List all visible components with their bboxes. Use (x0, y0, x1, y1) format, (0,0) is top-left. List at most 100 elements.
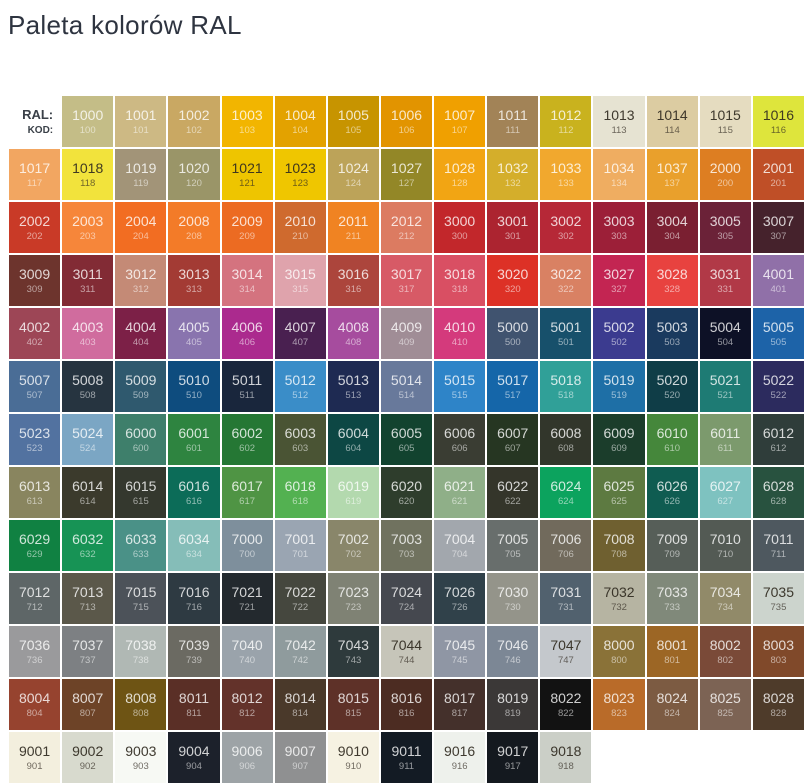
ral-swatch-3003[interactable]: 3003 303 (593, 202, 645, 253)
ral-swatch-7039[interactable]: 7039 739 (168, 626, 220, 677)
ral-swatch-5020[interactable]: 5020 520 (646, 361, 698, 412)
ral-swatch-1021[interactable]: 1021 121 (221, 149, 273, 200)
ral-swatch-6004[interactable]: 6004 604 (327, 414, 379, 465)
ral-swatch-4007[interactable]: 4007 407 (274, 308, 326, 359)
ral-swatch-6002[interactable]: 6002 602 (221, 414, 273, 465)
ral-swatch-1015[interactable]: 1015 115 (699, 96, 751, 147)
ral-swatch-5012[interactable]: 5012 512 (274, 361, 326, 412)
ral-swatch-6018[interactable]: 6018 618 (274, 467, 326, 518)
ral-swatch-6003[interactable]: 6003 603 (274, 414, 326, 465)
ral-swatch-5005[interactable]: 5005 505 (752, 308, 804, 359)
ral-swatch-2000[interactable]: 2000 200 (699, 149, 751, 200)
ral-swatch-7024[interactable]: 7024 724 (380, 573, 433, 624)
ral-swatch-8001[interactable]: 8001 801 (646, 626, 698, 677)
ral-swatch-7046[interactable]: 7046 746 (487, 626, 539, 677)
ral-swatch-8007[interactable]: 8007 807 (62, 679, 114, 730)
ral-swatch-1016[interactable]: 1016 116 (752, 96, 804, 147)
ral-swatch-8019[interactable]: 8019 819 (487, 679, 539, 730)
ral-swatch-8008[interactable]: 8008 808 (115, 679, 167, 730)
ral-swatch-3027[interactable]: 3027 327 (593, 255, 645, 306)
ral-swatch-7023[interactable]: 7023 723 (327, 573, 379, 624)
ral-swatch-6010[interactable]: 6010 610 (646, 414, 698, 465)
ral-swatch-4009[interactable]: 4009 409 (380, 308, 433, 359)
ral-swatch-5003[interactable]: 5003 503 (646, 308, 698, 359)
ral-swatch-1023[interactable]: 1023 123 (274, 149, 326, 200)
ral-swatch-8024[interactable]: 8024 824 (646, 679, 698, 730)
ral-swatch-8004[interactable]: 8004 804 (9, 679, 61, 730)
ral-swatch-3009[interactable]: 3009 309 (9, 255, 61, 306)
ral-swatch-4004[interactable]: 4004 404 (115, 308, 167, 359)
ral-swatch-1005[interactable]: 1005 105 (327, 96, 379, 147)
ral-swatch-6017[interactable]: 6017 617 (221, 467, 273, 518)
ral-swatch-6014[interactable]: 6014 614 (62, 467, 114, 518)
ral-swatch-3007[interactable]: 3007 307 (752, 202, 804, 253)
ral-swatch-2004[interactable]: 2004 204 (115, 202, 167, 253)
ral-swatch-8017[interactable]: 8017 817 (434, 679, 486, 730)
ral-swatch-1017[interactable]: 1017 117 (9, 149, 61, 200)
ral-swatch-9003[interactable]: 9003 903 (115, 732, 167, 783)
ral-swatch-7026[interactable]: 7026 726 (434, 573, 486, 624)
ral-swatch-1012[interactable]: 1012 112 (540, 96, 592, 147)
ral-swatch-3011[interactable]: 3011 311 (62, 255, 114, 306)
ral-swatch-6019[interactable]: 6019 619 (327, 467, 379, 518)
ral-swatch-7004[interactable]: 7004 704 (434, 520, 486, 571)
ral-swatch-7035[interactable]: 7035 735 (752, 573, 804, 624)
ral-swatch-7010[interactable]: 7010 710 (699, 520, 751, 571)
ral-swatch-3017[interactable]: 3017 317 (380, 255, 433, 306)
ral-swatch-3020[interactable]: 3020 320 (487, 255, 539, 306)
ral-swatch-6033[interactable]: 6033 633 (115, 520, 167, 571)
ral-swatch-1000[interactable]: 1000 100 (62, 96, 114, 147)
ral-swatch-5008[interactable]: 5008 508 (62, 361, 114, 412)
ral-swatch-3001[interactable]: 3001 301 (487, 202, 539, 253)
ral-swatch-5014[interactable]: 5014 514 (380, 361, 433, 412)
ral-swatch-6020[interactable]: 6020 620 (380, 467, 433, 518)
ral-swatch-7045[interactable]: 7045 745 (434, 626, 486, 677)
ral-swatch-3004[interactable]: 3004 304 (646, 202, 698, 253)
ral-swatch-7003[interactable]: 7003 703 (380, 520, 433, 571)
ral-swatch-8025[interactable]: 8025 825 (699, 679, 751, 730)
ral-swatch-2011[interactable]: 2011 211 (327, 202, 379, 253)
ral-swatch-5018[interactable]: 5018 518 (540, 361, 592, 412)
ral-swatch-3005[interactable]: 3005 305 (699, 202, 751, 253)
ral-swatch-8015[interactable]: 8015 815 (327, 679, 379, 730)
ral-swatch-8022[interactable]: 8022 822 (540, 679, 592, 730)
ral-swatch-6013[interactable]: 6013 613 (9, 467, 61, 518)
ral-swatch-7008[interactable]: 7008 708 (593, 520, 645, 571)
ral-swatch-5024[interactable]: 5024 524 (62, 414, 114, 465)
ral-swatch-9017[interactable]: 9017 917 (487, 732, 539, 783)
ral-swatch-7005[interactable]: 7005 705 (487, 520, 539, 571)
ral-swatch-3016[interactable]: 3016 316 (327, 255, 379, 306)
ral-swatch-6034[interactable]: 6034 634 (168, 520, 220, 571)
ral-swatch-1004[interactable]: 1004 104 (274, 96, 326, 147)
ral-swatch-7047[interactable]: 7047 747 (540, 626, 592, 677)
ral-swatch-6000[interactable]: 6000 600 (115, 414, 167, 465)
ral-swatch-3013[interactable]: 3013 313 (168, 255, 220, 306)
ral-swatch-6001[interactable]: 6001 601 (168, 414, 220, 465)
ral-swatch-7015[interactable]: 7015 715 (115, 573, 167, 624)
ral-swatch-1027[interactable]: 1027 127 (380, 149, 433, 200)
ral-swatch-6009[interactable]: 6009 609 (593, 414, 645, 465)
ral-swatch-9016[interactable]: 9016 916 (434, 732, 486, 783)
ral-swatch-7036[interactable]: 7036 736 (9, 626, 61, 677)
ral-swatch-2001[interactable]: 2001 201 (752, 149, 804, 200)
ral-swatch-3000[interactable]: 3000 300 (434, 202, 486, 253)
ral-swatch-6016[interactable]: 6016 616 (168, 467, 220, 518)
ral-swatch-5023[interactable]: 5023 523 (9, 414, 61, 465)
ral-swatch-8016[interactable]: 8016 816 (380, 679, 433, 730)
ral-swatch-7032[interactable]: 7032 732 (593, 573, 645, 624)
ral-swatch-1002[interactable]: 1002 102 (168, 96, 220, 147)
ral-swatch-7012[interactable]: 7012 712 (9, 573, 61, 624)
ral-swatch-7044[interactable]: 7044 744 (380, 626, 433, 677)
ral-swatch-3031[interactable]: 3031 331 (699, 255, 751, 306)
ral-swatch-1028[interactable]: 1028 128 (434, 149, 486, 200)
ral-swatch-5009[interactable]: 5009 509 (115, 361, 167, 412)
ral-swatch-5004[interactable]: 5004 504 (699, 308, 751, 359)
ral-swatch-4008[interactable]: 4008 408 (327, 308, 379, 359)
ral-swatch-5021[interactable]: 5021 521 (699, 361, 751, 412)
ral-swatch-7034[interactable]: 7034 734 (699, 573, 751, 624)
ral-swatch-7013[interactable]: 7013 713 (62, 573, 114, 624)
ral-swatch-6022[interactable]: 6022 622 (487, 467, 539, 518)
ral-swatch-6011[interactable]: 6011 611 (699, 414, 751, 465)
ral-swatch-6007[interactable]: 6007 607 (487, 414, 539, 465)
ral-swatch-7040[interactable]: 7040 740 (221, 626, 273, 677)
